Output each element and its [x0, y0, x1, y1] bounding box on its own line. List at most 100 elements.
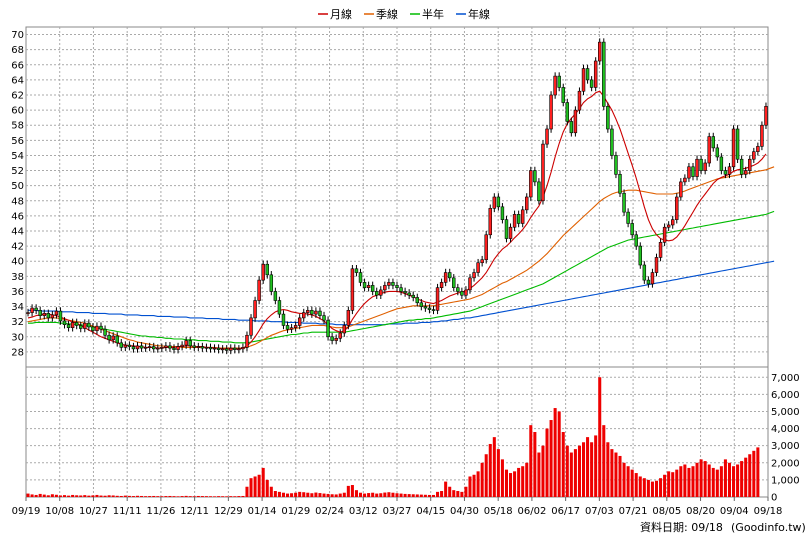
- candle-body: [281, 313, 286, 326]
- ma-year-line: [28, 260, 775, 326]
- candle-body: [512, 214, 517, 228]
- candle-body: [739, 158, 744, 175]
- candle-body: [565, 102, 570, 122]
- volume-bar: [456, 491, 460, 497]
- candle-body: [265, 263, 269, 276]
- volume-bar: [358, 492, 363, 497]
- candle-body: [220, 348, 225, 351]
- volume-bar: [452, 490, 456, 497]
- candle-body: [585, 68, 590, 81]
- candle-body: [152, 346, 156, 350]
- date-axis-labels: 09/19 10/08 10/27 11/11 11/26 12/11 12/29 01/14…: [12, 497, 782, 517]
- candle-body: [50, 314, 55, 319]
- candle-body: [79, 325, 83, 329]
- candle-body: [516, 214, 521, 224]
- candle-body: [723, 170, 728, 175]
- candle-body: [358, 272, 363, 283]
- price-tick-label: 28: [11, 347, 24, 358]
- candle-body: [119, 342, 124, 348]
- volume-bar: [504, 469, 508, 497]
- date-tick-label: 04/30: [450, 506, 479, 517]
- volume-bar: [172, 496, 176, 497]
- candle-body: [456, 287, 460, 292]
- volume-bar: [298, 491, 302, 497]
- price-tick-label: 30: [11, 332, 24, 343]
- volume-bar: [310, 493, 314, 497]
- candle-body: [476, 262, 480, 273]
- candle-body: [285, 325, 290, 330]
- volume-bar: [573, 449, 577, 497]
- candle-body: [748, 158, 752, 171]
- candle-body: [95, 325, 99, 332]
- candle-body: [237, 348, 241, 351]
- candle-body: [419, 302, 424, 307]
- volume-bar: [46, 495, 50, 497]
- candle-body: [752, 151, 756, 160]
- volume-tick-label: 7,000: [771, 373, 800, 384]
- price-tick-label: 42: [11, 242, 24, 253]
- candle-body: [431, 309, 436, 311]
- price-tick-label: 56: [11, 136, 24, 147]
- candle-body: [34, 307, 38, 311]
- volume-bar: [350, 485, 354, 497]
- volume-bar: [237, 496, 241, 497]
- volume-bar: [537, 452, 541, 497]
- candle-body: [622, 192, 626, 213]
- price-tick-label: 52: [11, 166, 24, 177]
- volume-bar: [200, 496, 204, 497]
- volume-bar: [168, 495, 172, 497]
- ma-season-line: [27, 166, 775, 349]
- volume-bar: [407, 494, 411, 497]
- candle-body: [735, 128, 740, 160]
- candle-body: [399, 287, 403, 292]
- volume-bar: [715, 469, 719, 497]
- candle-body: [646, 279, 651, 285]
- candle-body: [439, 282, 444, 288]
- candle-body: [707, 136, 711, 164]
- volume-bar: [188, 496, 192, 497]
- volume-bar: [354, 490, 358, 497]
- candle-body: [334, 337, 338, 341]
- volume-bar: [75, 495, 79, 497]
- volume-bar: [338, 493, 342, 497]
- candle-body: [204, 347, 209, 349]
- data-date-label: 資料日期: 09/18: [640, 520, 723, 534]
- candle-body: [387, 282, 391, 286]
- candle-body: [338, 332, 342, 339]
- volume-bar: [176, 496, 180, 497]
- date-tick-label: 11/26: [146, 506, 175, 517]
- candle-body: [91, 326, 95, 332]
- candle-body: [26, 312, 30, 314]
- volume-bar: [383, 492, 387, 497]
- volume-bar: [140, 495, 144, 497]
- volume-bar: [525, 462, 529, 497]
- volume-bar: [71, 494, 75, 497]
- candle-body: [208, 347, 213, 350]
- date-tick-label: 10/27: [79, 506, 108, 517]
- volume-bar: [208, 496, 213, 497]
- volume-bar: [561, 432, 565, 497]
- volume-bar: [492, 437, 496, 497]
- candle-body: [460, 291, 464, 296]
- candle-body: [452, 277, 456, 288]
- volume-bar: [732, 466, 736, 497]
- volume-bar: [107, 495, 111, 497]
- volume-bar: [659, 478, 663, 497]
- price-tick-label: 70: [11, 30, 24, 41]
- volume-bar: [557, 411, 561, 497]
- candle-body: [630, 223, 634, 236]
- candle-body: [626, 211, 630, 224]
- candle-body: [504, 219, 509, 239]
- price-tick-label: 38: [11, 272, 24, 283]
- volume-tick-label: 6,000: [771, 390, 800, 401]
- volume-bar: [326, 493, 330, 497]
- volume-bar: [545, 428, 549, 497]
- candle-body: [216, 347, 221, 350]
- volume-bar: [42, 494, 46, 497]
- volume-bar: [249, 478, 253, 497]
- candle-body: [650, 272, 655, 285]
- candle-body: [541, 143, 545, 202]
- volume-bar: [95, 494, 99, 497]
- volume-bar: [277, 491, 281, 497]
